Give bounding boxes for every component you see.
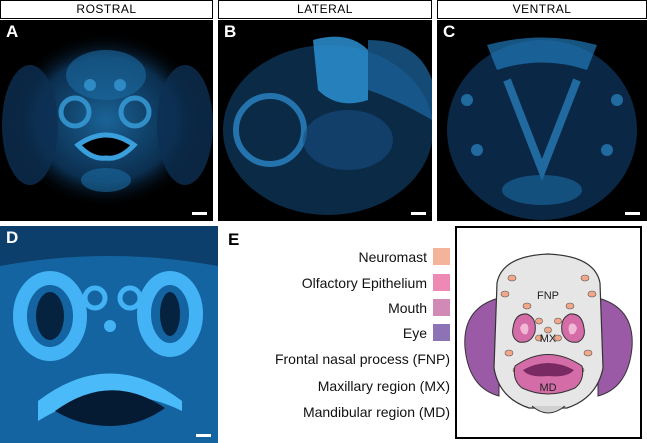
panel-b-lateral-image: B — [218, 20, 432, 221]
head-schematic: FNP MX MD — [464, 253, 633, 414]
scale-bar-c — [625, 212, 640, 215]
panel-label-d: D — [6, 228, 19, 247]
neuromast-swatch — [433, 248, 450, 265]
ventral-fluorescence — [447, 37, 637, 220]
panel-label-b: B — [224, 22, 237, 41]
legend-label-neuromast: Neuromast — [358, 248, 427, 265]
legend-label-eye: Eye — [402, 324, 427, 341]
head-schematic-box: FNP MX MD — [455, 226, 642, 439]
legend-item-eye: Eye — [403, 324, 450, 341]
legend-item-neuromast: Neuromast — [359, 248, 450, 265]
panel-label-e: E — [228, 230, 240, 249]
header-ventral: VENTRAL — [437, 0, 647, 19]
legend-item-olfactory: Olfactory Epithelium — [302, 274, 450, 291]
panel-a-rostral-image: A — [0, 20, 213, 221]
legend-region-fnp-label: Frontal nasal process (FNP) — [274, 351, 450, 367]
scale-bar-d — [196, 434, 211, 437]
panel-c-ventral-image: C — [437, 20, 647, 221]
panel-d-closeup-image: D — [0, 226, 218, 443]
rostral-fluorescence — [2, 32, 213, 208]
header-lateral: LATERAL — [218, 0, 432, 19]
scale-bar-b — [411, 212, 426, 215]
panel-label-c: C — [443, 22, 456, 41]
lateral-fluorescence — [223, 36, 432, 215]
scale-bar-a — [192, 212, 207, 215]
eye-swatch — [433, 324, 450, 341]
legend: Neuromast Olfactory Epithelium Mouth Eye… — [222, 240, 450, 440]
olfactory-swatch — [433, 274, 450, 291]
mouth-swatch — [433, 299, 450, 316]
closeup-fluorescence — [0, 226, 218, 443]
legend-label-mouth: Mouth — [388, 299, 427, 316]
diagram-label-mx: MX — [540, 333, 557, 345]
header-rostral: ROSTRAL — [0, 0, 213, 19]
legend-region-fnp: Frontal nasal process (FNP) — [275, 351, 450, 367]
legend-label-olfactory: Olfactory Epithelium — [301, 274, 427, 291]
legend-region-mx: Maxillary region (MX) — [318, 378, 450, 394]
panel-label-a: A — [6, 22, 19, 41]
legend-item-mouth: Mouth — [388, 299, 450, 316]
diagram-label-md: MD — [539, 382, 556, 394]
legend-region-md: Mandibular region (MD) — [303, 404, 450, 420]
legend-region-mx-label: Maxillary region (MX) — [317, 378, 450, 394]
legend-region-md-label: Mandibular region (MD) — [302, 404, 450, 420]
diagram-label-fnp: FNP — [537, 290, 559, 302]
